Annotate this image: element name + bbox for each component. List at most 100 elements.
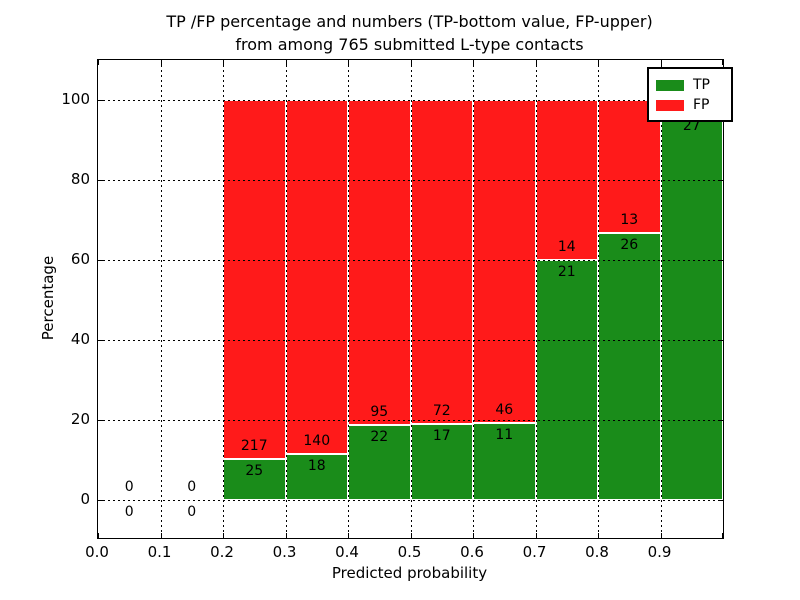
- bar-fp-segment: [348, 100, 411, 425]
- legend-label-fp: FP: [693, 97, 710, 113]
- bar-tp-segment: [535, 260, 598, 500]
- x-tick: [598, 60, 599, 65]
- chart-title-line2: from among 765 submitted L-type contacts: [235, 35, 584, 54]
- gridline-x: [598, 60, 599, 538]
- x-axis-label: Predicted probability: [331, 564, 488, 582]
- y-tick: [98, 260, 103, 261]
- bar-tp-count-label: 26: [620, 237, 639, 254]
- y-tick: [718, 180, 723, 181]
- x-tick: [223, 60, 224, 65]
- bar-tp-count-label: 21: [557, 264, 576, 280]
- bar-tp-segment: [410, 423, 473, 500]
- x-tick: [223, 533, 224, 538]
- x-tick: [660, 60, 662, 65]
- legend-entry-tp: TP: [656, 76, 724, 94]
- y-tick: [98, 180, 103, 181]
- y-tick: [718, 260, 723, 261]
- bar-fp-count-label: 140: [303, 433, 331, 450]
- x-tick: [598, 533, 599, 538]
- gridline-x: [410, 60, 412, 538]
- bar-fp-count-label: 72: [432, 402, 451, 419]
- legend: TP FP: [647, 67, 733, 122]
- bar-fp-count-label: 95: [370, 403, 389, 420]
- y-tick-label: 0: [80, 490, 90, 508]
- x-tick: [410, 60, 412, 65]
- bar-tp-count-label: 0: [187, 504, 197, 520]
- x-tick: [722, 60, 723, 65]
- bar-tp-segment: [285, 454, 348, 500]
- bar-tp-segment: [598, 233, 661, 500]
- x-tick: [535, 533, 537, 538]
- bar-tp-count-label: 11: [495, 426, 514, 443]
- y-tick-label: 60: [70, 250, 90, 268]
- legend-swatch-fp: [656, 99, 684, 111]
- gridline-y: [98, 340, 723, 341]
- x-tick: [722, 533, 723, 538]
- gridline-x: [473, 60, 474, 538]
- y-tick-label: 100: [61, 90, 90, 108]
- bar-tp-count-label: 0: [124, 504, 134, 520]
- bar-tp-segment: [660, 114, 723, 500]
- y-tick: [718, 500, 723, 501]
- x-tick-label: 0.7: [522, 543, 547, 561]
- legend-entry-fp: FP: [656, 96, 724, 114]
- bar-fp-segment: [223, 100, 286, 459]
- x-tick-label: 0.8: [585, 543, 609, 561]
- bar-fp-count-label: 0: [124, 479, 134, 495]
- x-tick: [98, 60, 99, 65]
- x-tick-label: 0.4: [335, 543, 359, 561]
- x-tick: [410, 533, 412, 538]
- bar-tp-segment: [223, 458, 286, 500]
- x-tick: [98, 533, 99, 538]
- y-tick-label: 80: [70, 170, 90, 188]
- gridline-x: [160, 60, 162, 538]
- y-tick: [98, 340, 103, 341]
- bar-fp-count-label: 13: [620, 212, 639, 229]
- x-tick: [285, 60, 287, 65]
- bar-fp-count-label: 217: [240, 437, 268, 454]
- chart-title-line1: TP /FP percentage and numbers (TP-bottom…: [166, 12, 653, 31]
- x-tick: [660, 533, 662, 538]
- y-tick-label: 40: [70, 330, 90, 348]
- x-tick-label: 0.1: [147, 543, 172, 561]
- bar-fp-count-label: 0: [187, 479, 197, 495]
- y-tick: [718, 420, 723, 421]
- gridline-x: [223, 60, 224, 538]
- x-tick: [348, 60, 349, 65]
- bar-fp-segment: [473, 100, 536, 423]
- y-tick: [718, 340, 723, 341]
- gridline-x: [660, 60, 662, 538]
- x-tick: [285, 533, 287, 538]
- y-tick: [98, 420, 103, 421]
- x-tick: [160, 60, 162, 65]
- x-tick-label: 0.9: [647, 543, 672, 561]
- gridline-y: [98, 100, 723, 101]
- legend-swatch-tp: [656, 79, 684, 91]
- bar-tp-count-label: 17: [432, 427, 451, 444]
- bar-tp-count-label: 22: [370, 428, 389, 445]
- bar-fp-count-label: 14: [557, 239, 576, 255]
- x-tick-label: 0.3: [272, 543, 297, 561]
- x-tick-label: 0.6: [460, 543, 484, 561]
- gridline-y: [98, 180, 723, 181]
- x-tick: [473, 60, 474, 65]
- y-tick: [98, 100, 103, 101]
- bar-fp-count-label: 46: [495, 401, 514, 418]
- gridline-y: [98, 500, 723, 501]
- y-tick-label: 20: [70, 410, 90, 428]
- bar-tp-count-label: 18: [307, 458, 326, 475]
- chart-title: TP /FP percentage and numbers (TP-bottom…: [97, 10, 722, 56]
- bar-tp-count-label: 25: [245, 462, 264, 479]
- y-tick: [98, 500, 103, 501]
- x-tick-label: 0.0: [85, 543, 109, 561]
- x-tick-label: 0.5: [397, 543, 422, 561]
- x-tick: [160, 533, 162, 538]
- bar-tp-count-label: 27: [682, 118, 701, 135]
- gridline-x: [535, 60, 537, 538]
- x-tick: [348, 533, 349, 538]
- x-tick: [473, 533, 474, 538]
- gridline-y: [98, 420, 723, 421]
- gridline-y: [98, 260, 723, 261]
